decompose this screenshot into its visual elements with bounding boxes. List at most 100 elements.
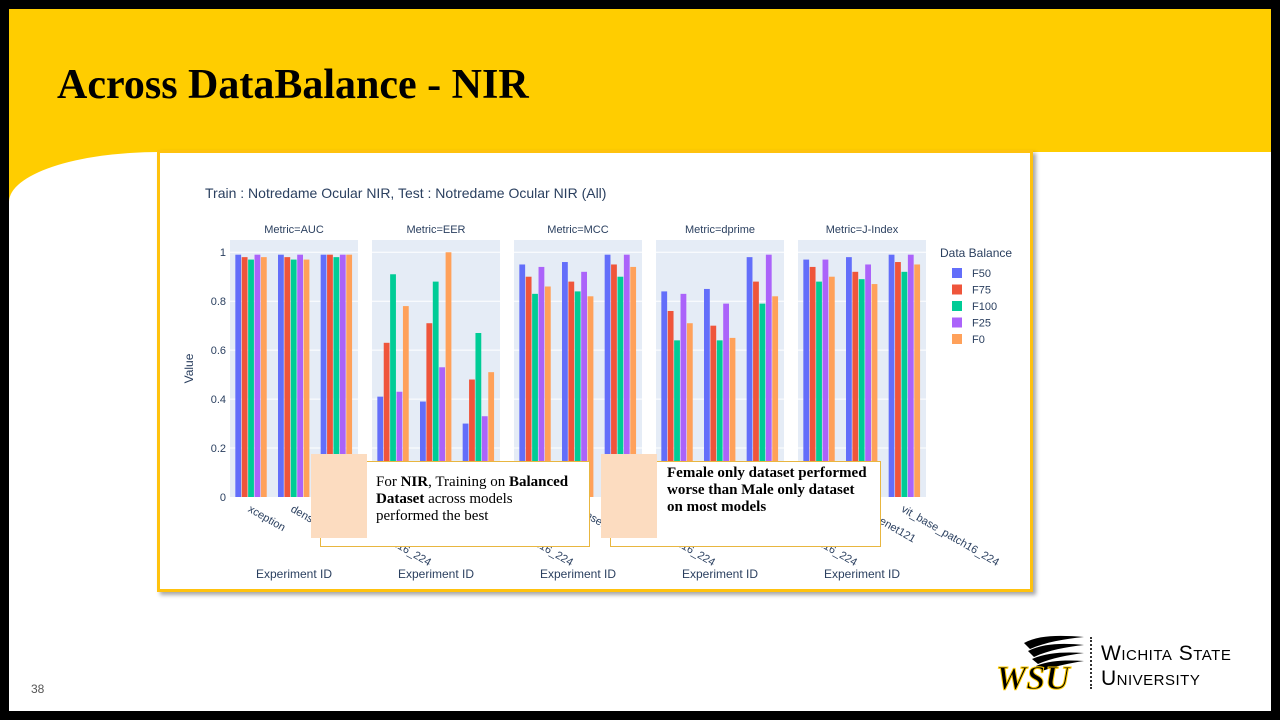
legend-entry: F50: [972, 268, 991, 280]
legend-swatch: [952, 301, 962, 311]
bar: [611, 264, 617, 497]
note-right-text: Female only dataset performed worse than…: [667, 465, 867, 515]
bar: [888, 254, 895, 497]
y-axis-label: Value: [182, 353, 196, 383]
bar: [260, 257, 267, 497]
bar: [746, 257, 753, 497]
bar: [895, 262, 901, 497]
legend-swatch: [952, 284, 962, 295]
bar: [865, 264, 871, 497]
title-banner: [9, 9, 1271, 152]
university-name-line1: Wichita State: [1101, 642, 1232, 665]
university-name-line2: University: [1101, 667, 1201, 690]
x-axis-label: Experiment ID: [824, 567, 900, 581]
legend-title: Data Balance: [940, 246, 1012, 260]
logo-separator: [1090, 637, 1093, 689]
logo-mark: WSU: [996, 660, 1072, 693]
university-name: Wichita State University: [1101, 641, 1231, 691]
bar: [765, 254, 772, 497]
banner-curve: [9, 152, 159, 202]
bar: [907, 254, 914, 497]
facet-label: Metric=EER: [407, 224, 466, 236]
bar: [729, 337, 736, 497]
facet-label: Metric=dprime: [685, 224, 755, 236]
x-axis-label: Experiment ID: [540, 567, 616, 581]
note-left-text: For NIR, Training on Balanced Dataset ac…: [376, 474, 576, 525]
bar: [254, 254, 261, 497]
bar: [462, 423, 469, 497]
y-tick-label: 1: [220, 247, 226, 259]
bar: [426, 323, 433, 497]
y-tick-label: 0.2: [211, 443, 226, 455]
bar: [680, 293, 687, 497]
bar: [248, 259, 254, 497]
note-right-accent: [601, 454, 657, 538]
x-tick-label: xception: [246, 503, 287, 534]
bar: [402, 306, 409, 497]
bar: [630, 266, 637, 497]
note-left-segment: across models performed the best: [376, 491, 513, 524]
bar: [290, 259, 297, 497]
bar: [432, 281, 439, 497]
note-left-segment: , Training on: [428, 474, 509, 490]
bar: [803, 259, 810, 497]
bar: [914, 264, 921, 497]
facet-label: Metric=AUC: [264, 224, 324, 236]
bar: [674, 340, 680, 497]
faceted-bar-chart: Train : Notredame Ocular NIR, Test : Not…: [182, 185, 1012, 581]
bar: [284, 257, 291, 497]
note-left-segment: Balanced Dataset: [376, 474, 569, 507]
legend-swatch: [952, 268, 962, 278]
bar: [439, 367, 445, 497]
y-tick-label: 0.8: [211, 296, 226, 308]
bar: [822, 259, 829, 497]
bar: [846, 257, 852, 497]
facet-label: Metric=J-Index: [826, 224, 899, 236]
bar: [303, 259, 310, 497]
note-left-segment: For: [376, 474, 401, 490]
bar: [333, 257, 340, 497]
note-left-segment: NIR: [400, 474, 429, 490]
note-left-accent: [311, 454, 367, 538]
bar: [241, 257, 248, 497]
chart-frame: Train : Notredame Ocular NIR, Test : Not…: [157, 150, 1033, 592]
legend-entry: F75: [972, 285, 991, 297]
bar: [816, 281, 822, 497]
bar: [532, 293, 538, 497]
bar: [297, 254, 303, 497]
bar: [828, 276, 835, 497]
bar: [759, 303, 766, 497]
bar: [617, 276, 624, 497]
bar: [235, 254, 242, 497]
bar: [346, 254, 353, 497]
bar: [525, 276, 532, 497]
bar: [661, 291, 668, 497]
y-tick-label: 0.4: [211, 394, 226, 406]
chart-title: Train : Notredame Ocular NIR, Test : Not…: [205, 185, 606, 201]
x-axis-label: Experiment ID: [256, 567, 332, 581]
bar: [445, 252, 452, 497]
facet-label: Metric=MCC: [547, 224, 608, 236]
bar: [396, 391, 403, 497]
bar: [581, 271, 587, 497]
bar: [339, 254, 346, 497]
bar: [475, 333, 482, 497]
bar: [574, 291, 581, 497]
slide: Across DataBalance - NIR Train : Notreda…: [9, 9, 1271, 711]
x-axis-label: Experiment ID: [398, 567, 474, 581]
bar: [481, 416, 488, 497]
bar: [420, 401, 426, 497]
bar: [538, 266, 545, 497]
bar: [858, 279, 865, 497]
bar: [383, 342, 390, 497]
bar: [871, 284, 878, 497]
bar: [278, 254, 284, 497]
legend-swatch: [952, 317, 962, 328]
bar: [587, 296, 594, 497]
bar: [519, 264, 526, 497]
bar: [390, 274, 396, 497]
legend-entry: F25: [972, 318, 991, 330]
bar: [753, 281, 759, 497]
bar: [809, 266, 816, 497]
bar: [710, 325, 717, 497]
